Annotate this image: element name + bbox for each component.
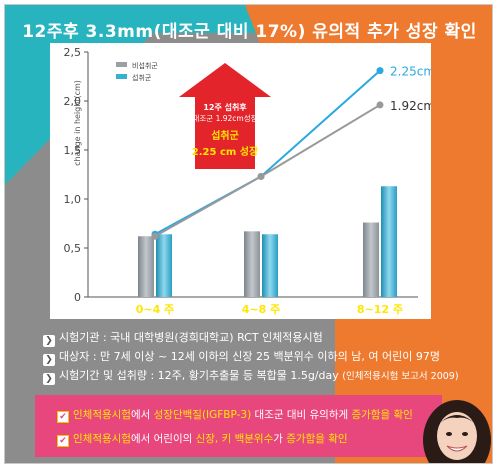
x-tick-label: 0~4 주 <box>136 303 174 316</box>
line-end-label: 1.92cm <box>390 99 431 113</box>
annotation-text: 2.25 cm 성장 <box>192 145 259 158</box>
conclusion-box: ✔ 인체적용시험에서 성장단백질(IGFBP-3) 대조군 대비 유의하게 증가함… <box>35 395 442 457</box>
arrow-bullet-icon: ❯ <box>43 354 55 366</box>
info-line-text: 시험기간 및 섭취량 : 12주, 황기추출물 등 복합물 1.5g/day <box>59 369 339 382</box>
arrow-bullet-icon: ❯ <box>43 335 55 347</box>
line-point <box>151 232 159 240</box>
line-point <box>257 172 265 180</box>
conclusion-text: 신장, 키 백분위수 <box>195 433 274 445</box>
legend-label: 섭취군 <box>132 73 152 82</box>
bar-control <box>363 222 379 297</box>
infographic-frame: 12주후 3.3mm(대조군 대비 17%) 유의적 추가 성장 확인 0 0,5… <box>4 4 493 464</box>
bar-treatment <box>262 234 278 297</box>
conclusion-text: 에서 <box>130 409 154 421</box>
bar-control <box>138 236 154 297</box>
smiling-woman-illustration <box>423 400 491 463</box>
y-tick-label: 1,0 <box>64 193 82 206</box>
info-line-note: (인체적용시험 보고서 2009) <box>342 371 459 382</box>
info-line-3: ❯ 시험기간 및 섭취량 : 12주, 황기추출물 등 복합물 1.5g/day … <box>43 367 459 385</box>
checkbox-icon: ✔ <box>57 411 69 423</box>
chart-panel: 0 0,5 1,0 1,5 2,0 2,5 change in height(cm) 비섭취군… <box>50 43 431 319</box>
line-point <box>376 67 384 75</box>
conclusion-text: 증가함을 확인 <box>351 409 413 421</box>
conclusion-text: 증가함을 확인 <box>286 433 348 445</box>
y-axis-label: change in height(cm) <box>73 80 82 166</box>
line-end-label: 2.25cm <box>390 65 431 79</box>
conclusion-text: 가 <box>273 433 287 445</box>
conclusion-text: 인체적용시험 <box>73 433 131 445</box>
conclusion-text: 대조군 대비 유의하게 <box>251 409 352 421</box>
page-title: 12주후 3.3mm(대조군 대비 17%) 유의적 추가 성장 확인 <box>22 22 477 42</box>
y-tick-label: 2,5 <box>64 46 82 59</box>
conclusion-line-2: ✔ 인체적용시험에서 어린이의 신장, 키 백분위수가 증가함을 확인 <box>57 431 348 447</box>
conclusion-text: 에서 어린이의 <box>130 433 196 445</box>
legend-label: 비섭취군 <box>132 61 158 70</box>
annotation-text: 12주 섭취후 <box>203 102 247 112</box>
conclusion-line-1: ✔ 인체적용시험에서 성장단백질(IGFBP-3) 대조군 대비 유의하게 증가함… <box>57 407 413 423</box>
legend-swatch-treatment <box>116 74 127 79</box>
conclusion-text: 인체적용시험 <box>73 409 131 421</box>
y-tick-label: 1,5 <box>64 144 82 157</box>
y-tick-label: 0 <box>74 291 81 304</box>
annotation-text: 섭취군 <box>211 129 239 142</box>
bar-treatment <box>381 186 397 297</box>
info-line-text: 시험기관 : 국내 대학병원(경희대학교) RCT 인체적용시험 <box>59 331 323 344</box>
conclusion-text: 성장단백질(IGFBP-3) <box>153 409 252 421</box>
info-line-1: ❯ 시험기관 : 국내 대학병원(경희대학교) RCT 인체적용시험 <box>43 329 323 347</box>
bar-treatment <box>156 234 172 297</box>
bar-control <box>244 231 260 297</box>
checkbox-icon: ✔ <box>57 435 69 447</box>
info-line-text: 대상자 : 만 7세 이상 ~ 12세 이하의 신장 25 백분위수 이하의 남… <box>59 350 440 363</box>
x-tick-label: 8~12 주 <box>357 303 403 316</box>
annotation-text: 대조군 1.92cm성장 <box>192 113 257 123</box>
x-tick-label: 4~8 주 <box>242 303 280 316</box>
arrow-bullet-icon: ❯ <box>43 373 55 385</box>
y-tick-label: 0,5 <box>64 242 82 255</box>
y-tick-label: 2,0 <box>64 95 82 108</box>
info-line-2: ❯ 대상자 : 만 7세 이상 ~ 12세 이하의 신장 25 백분위수 이하의 … <box>43 348 440 366</box>
line-point <box>376 101 384 109</box>
legend-swatch-control <box>116 62 127 67</box>
chart: 0 0,5 1,0 1,5 2,0 2,5 change in height(cm) 비섭취군… <box>64 46 432 316</box>
up-arrow-shape <box>179 63 271 169</box>
